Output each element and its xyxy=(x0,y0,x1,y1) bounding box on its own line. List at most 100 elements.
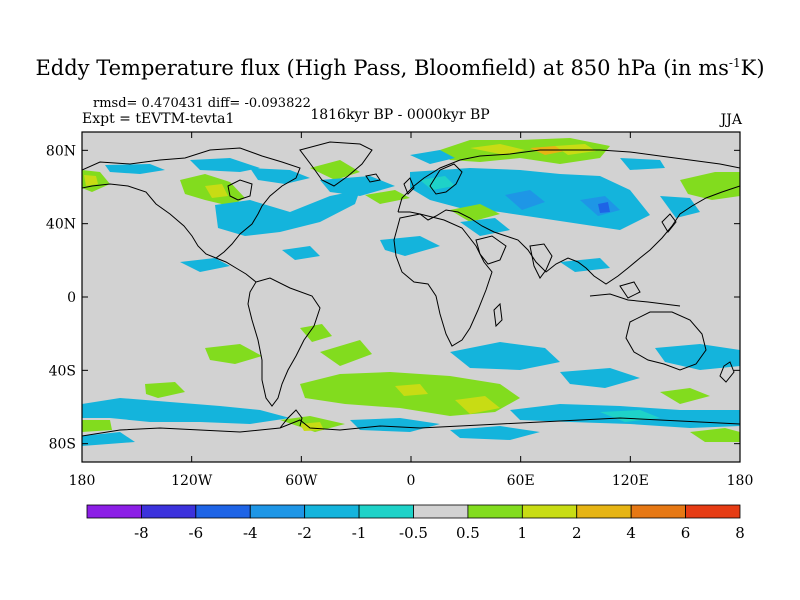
anomaly-region xyxy=(410,150,455,164)
anomaly-region xyxy=(180,258,230,272)
colorbar-swatch xyxy=(86,504,142,519)
coastline-eurasia xyxy=(397,149,740,285)
anomaly-region xyxy=(250,168,310,184)
colorbar-label: -6 xyxy=(189,524,204,542)
colorbar-swatch xyxy=(358,504,414,519)
anomaly-region xyxy=(455,396,500,414)
anomaly-region xyxy=(450,204,500,222)
anomaly-region xyxy=(82,398,290,424)
anomaly-region xyxy=(365,190,410,204)
colorbar-swatch xyxy=(630,504,686,519)
colorbar-swatch xyxy=(521,504,578,519)
colorbar-label: 0.5 xyxy=(456,524,480,542)
colorbar-swatch xyxy=(467,504,523,519)
lat-tick-label: 40N xyxy=(46,217,76,233)
map-title: Eddy Temperature flux (High Pass, Bloomf… xyxy=(0,56,800,80)
lon-tick-label: 120W xyxy=(171,473,213,489)
coastline-antarctic-peninsula xyxy=(279,409,303,429)
anomaly-region xyxy=(420,176,455,190)
anomaly-region xyxy=(450,426,540,440)
anomaly-region xyxy=(690,428,740,442)
anomaly-region xyxy=(395,384,428,396)
colorbar-label: 2 xyxy=(572,524,582,542)
coastline-north-america xyxy=(82,147,301,259)
colorbar-swatch xyxy=(249,504,306,519)
period-label: 1816kyr BP - 0000kyr BP xyxy=(310,107,490,123)
stats-label: rmsd= 0.470431 diff= -0.093822 xyxy=(93,96,311,111)
lon-tick-label: 180 xyxy=(727,473,754,489)
title-text: Eddy Temperature flux (High Pass, Bloomf… xyxy=(35,56,729,80)
anomaly-region xyxy=(145,382,185,398)
anomaly-region xyxy=(205,344,262,364)
lon-tick-label: 180 xyxy=(69,473,96,489)
colorbar-label: 4 xyxy=(626,524,636,542)
coastline-india xyxy=(529,243,553,279)
anomaly-region xyxy=(282,246,320,260)
lon-tick-label: 60W xyxy=(285,473,318,489)
lat-tick-label: 80S xyxy=(49,437,76,453)
anomaly-region xyxy=(82,420,112,432)
anomaly-region xyxy=(82,432,135,446)
coastline-japan xyxy=(661,213,677,233)
anomaly-region xyxy=(105,164,165,174)
anomaly-region xyxy=(560,368,640,388)
colorbar-label: 6 xyxy=(681,524,691,542)
title-superscript: -1 xyxy=(728,56,741,70)
colorbar-swatch xyxy=(141,504,197,519)
colorbar-label: -4 xyxy=(243,524,258,542)
lat-tick-label: 40S xyxy=(49,363,76,379)
colorbar-label: -8 xyxy=(134,524,149,542)
lat-tick-label: 0 xyxy=(67,290,76,306)
coastline-madagascar xyxy=(493,302,503,328)
anomaly-region xyxy=(660,196,700,218)
anomaly-region xyxy=(190,158,260,172)
lon-tick-label: 60E xyxy=(507,473,535,489)
lat-tick-label: 80N xyxy=(46,143,76,159)
coastline-borneo xyxy=(619,281,641,299)
coastline-central-america xyxy=(215,257,257,283)
anomaly-region xyxy=(620,158,665,170)
anomaly-region xyxy=(660,388,710,404)
lon-tick-label: 120E xyxy=(612,473,649,489)
colorbar-swatch xyxy=(195,504,251,519)
coastline-arabia xyxy=(475,235,507,265)
coastline-scandinavia xyxy=(429,163,463,195)
colorbar: -8 -6 -4 -2 -1 -0.5 0.5 1 2 4 6 8 xyxy=(86,504,745,542)
colorbar-swatch xyxy=(685,504,741,519)
lon-tick-label: 0 xyxy=(407,473,416,489)
anomaly-region xyxy=(655,344,740,370)
anomaly-region xyxy=(505,190,545,210)
coastline-greenland xyxy=(299,141,373,187)
colorbar-swatch xyxy=(576,504,632,519)
colorbar-swatch xyxy=(304,504,360,519)
anomaly-region xyxy=(680,172,740,200)
colorbar-label: 1 xyxy=(518,524,528,542)
longitude-axis: 180 120W 60W 0 60E 120E 180 xyxy=(69,132,754,489)
anomaly-region xyxy=(598,202,610,213)
coastline-australia xyxy=(625,311,707,371)
anomaly-region xyxy=(450,342,560,370)
colorbar-label: 8 xyxy=(735,524,745,542)
colorbar-swatch xyxy=(413,504,469,519)
coastline-iceland xyxy=(365,173,381,183)
coastlines xyxy=(82,141,740,437)
coastline-new-zealand xyxy=(719,361,735,383)
coastline-africa xyxy=(393,213,493,347)
colorbar-label: -0.5 xyxy=(399,524,428,542)
colorbar-label: -1 xyxy=(352,524,367,542)
anomaly-region xyxy=(350,418,440,432)
coastline-indonesia xyxy=(589,293,681,307)
experiment-label: Expt = tEVTM-tevta1 xyxy=(82,111,235,127)
latitude-axis: 80N 40N 0 40S 80S xyxy=(46,143,740,453)
anomaly-region xyxy=(310,160,360,180)
anomaly-region xyxy=(205,184,228,198)
anomaly-region xyxy=(320,340,372,366)
anomaly-region xyxy=(560,258,610,272)
anomaly-region xyxy=(300,324,332,342)
coastline-hudson-bay xyxy=(227,179,253,201)
season-label: JJA xyxy=(720,112,742,128)
title-tail: K) xyxy=(740,56,765,80)
coastline-south-america xyxy=(247,277,321,407)
anomaly-region xyxy=(84,175,98,186)
